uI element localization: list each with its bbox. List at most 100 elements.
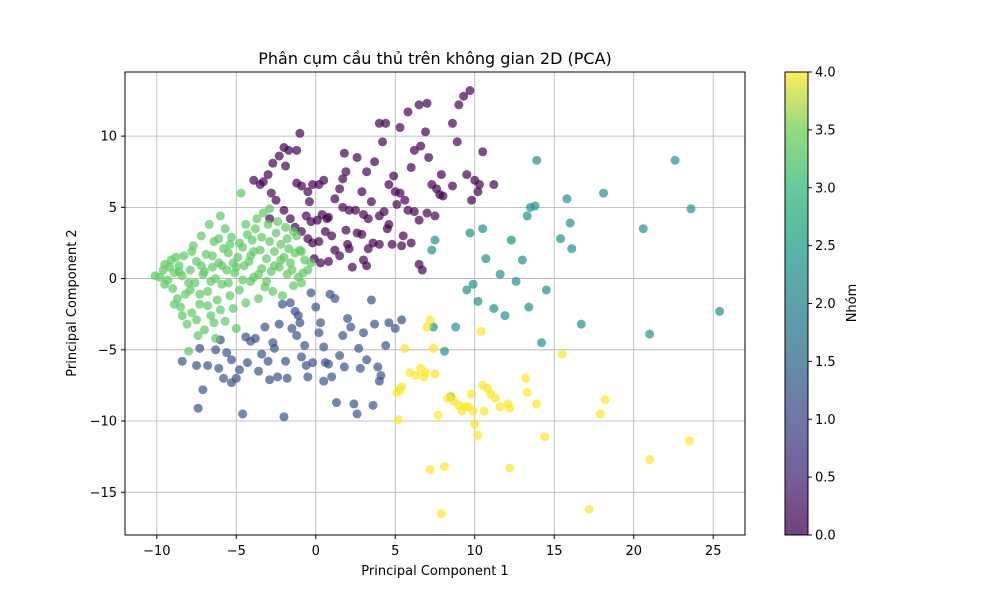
data-point-cluster-0 xyxy=(344,244,354,254)
data-point-cluster-2 xyxy=(506,235,516,245)
data-point-cluster-1 xyxy=(279,412,289,422)
data-point-cluster-4 xyxy=(557,349,567,359)
data-point-cluster-2 xyxy=(524,302,534,312)
data-point-cluster-2 xyxy=(473,296,483,306)
data-point-cluster-0 xyxy=(459,91,469,101)
data-point-cluster-3 xyxy=(284,244,294,254)
data-point-cluster-3 xyxy=(203,301,213,311)
data-point-cluster-2 xyxy=(427,245,437,255)
data-point-cluster-4 xyxy=(460,402,470,412)
data-point-cluster-0 xyxy=(338,174,348,184)
data-point-cluster-1 xyxy=(222,348,232,358)
data-point-cluster-3 xyxy=(211,274,221,284)
data-point-cluster-3 xyxy=(247,235,257,245)
data-point-cluster-2 xyxy=(576,319,586,329)
data-point-cluster-3 xyxy=(281,222,291,232)
data-point-cluster-3 xyxy=(254,294,264,304)
data-point-cluster-0 xyxy=(447,181,457,191)
data-point-cluster-3 xyxy=(246,251,256,261)
data-point-cluster-3 xyxy=(220,316,230,326)
data-point-cluster-0 xyxy=(292,145,302,155)
x-tick-label: 20 xyxy=(625,544,642,559)
data-point-cluster-1 xyxy=(338,331,348,341)
data-point-cluster-4 xyxy=(419,372,429,382)
data-point-cluster-0 xyxy=(316,258,326,268)
data-point-cluster-0 xyxy=(397,241,407,251)
data-point-cluster-3 xyxy=(195,299,205,309)
data-point-cluster-1 xyxy=(370,319,380,329)
data-point-cluster-4 xyxy=(411,370,421,380)
x-axis-ticks: −10 −5 0 5 10 15 20 25 xyxy=(143,535,721,559)
data-point-cluster-1 xyxy=(234,365,244,375)
data-point-cluster-1 xyxy=(349,399,359,409)
data-point-cluster-1 xyxy=(231,373,241,383)
data-point-cluster-0 xyxy=(320,227,330,237)
data-point-cluster-3 xyxy=(231,323,241,333)
data-point-cluster-3 xyxy=(282,234,292,244)
data-point-cluster-3 xyxy=(209,318,219,328)
data-point-cluster-1 xyxy=(265,375,275,385)
data-point-cluster-1 xyxy=(269,343,279,353)
data-point-cluster-0 xyxy=(304,197,314,207)
data-point-cluster-1 xyxy=(346,322,356,332)
data-point-cluster-3 xyxy=(257,232,267,242)
data-point-cluster-3 xyxy=(225,239,235,249)
data-point-cluster-0 xyxy=(414,215,424,225)
colorbar-tick-label: 3.5 xyxy=(815,123,836,138)
x-tick-label: 25 xyxy=(705,544,722,559)
data-point-cluster-3 xyxy=(177,311,187,321)
data-point-cluster-1 xyxy=(214,363,224,373)
data-point-cluster-1 xyxy=(241,332,251,342)
data-point-cluster-0 xyxy=(357,187,367,197)
chart-title: Phân cụm cầu thủ trên không gian 2D (PCA… xyxy=(258,49,612,68)
data-point-cluster-1 xyxy=(397,315,407,325)
data-point-cluster-3 xyxy=(215,305,225,315)
data-point-cluster-4 xyxy=(470,419,480,429)
data-point-cluster-1 xyxy=(281,356,291,366)
data-point-cluster-3 xyxy=(234,285,244,295)
data-point-cluster-2 xyxy=(500,311,510,321)
data-point-cluster-3 xyxy=(238,275,248,285)
data-point-cluster-1 xyxy=(366,295,376,305)
data-point-cluster-1 xyxy=(339,362,349,372)
data-point-cluster-4 xyxy=(479,406,489,416)
data-point-cluster-1 xyxy=(311,302,321,312)
data-point-cluster-1 xyxy=(227,355,237,365)
data-point-cluster-2 xyxy=(468,279,478,289)
y-tick-label: 0 xyxy=(109,272,117,287)
data-points xyxy=(150,86,725,519)
data-point-cluster-3 xyxy=(276,239,286,249)
colorbar: 0.0 0.5 1.0 1.5 2.0 2.5 3.0 3.5 4.0 Nhóm xyxy=(784,66,860,544)
data-point-cluster-0 xyxy=(352,152,362,162)
data-point-cluster-3 xyxy=(225,291,235,301)
data-point-cluster-3 xyxy=(160,279,170,289)
data-point-cluster-1 xyxy=(273,372,283,382)
data-point-cluster-0 xyxy=(341,225,351,235)
data-point-cluster-0 xyxy=(323,256,333,266)
data-point-cluster-3 xyxy=(261,276,271,286)
data-point-cluster-3 xyxy=(261,254,271,264)
data-point-cluster-3 xyxy=(204,219,214,229)
data-point-cluster-3 xyxy=(289,227,299,237)
data-point-cluster-2 xyxy=(530,201,540,211)
data-point-cluster-0 xyxy=(409,207,419,217)
data-point-cluster-2 xyxy=(495,269,505,279)
data-point-cluster-0 xyxy=(285,214,295,224)
data-point-cluster-1 xyxy=(192,360,202,370)
data-point-cluster-4 xyxy=(495,402,505,412)
data-point-cluster-0 xyxy=(422,98,432,108)
data-point-cluster-2 xyxy=(686,204,696,214)
data-point-cluster-1 xyxy=(343,313,353,323)
data-point-cluster-3 xyxy=(203,286,213,296)
data-point-cluster-0 xyxy=(389,171,399,181)
data-point-cluster-0 xyxy=(274,151,284,161)
data-point-cluster-2 xyxy=(489,303,499,313)
data-point-cluster-1 xyxy=(368,400,378,410)
data-point-cluster-2 xyxy=(670,155,680,165)
data-point-cluster-2 xyxy=(532,155,542,165)
data-point-cluster-0 xyxy=(416,141,426,151)
data-point-cluster-4 xyxy=(476,326,486,336)
data-point-cluster-4 xyxy=(393,415,403,425)
data-point-cluster-0 xyxy=(335,251,345,261)
data-point-cluster-1 xyxy=(327,372,337,382)
